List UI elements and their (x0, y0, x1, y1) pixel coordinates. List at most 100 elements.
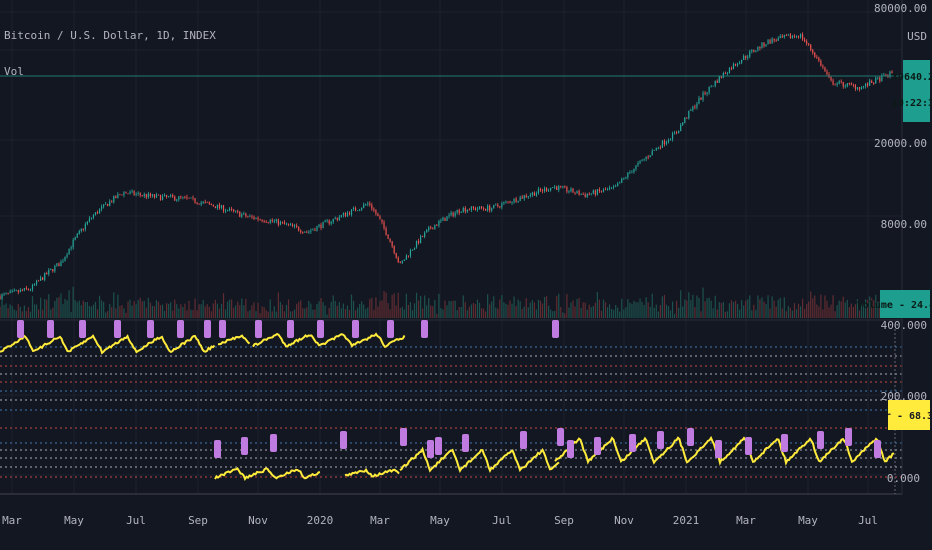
price-candle-body (415, 240, 418, 248)
price-candle-body (300, 230, 302, 233)
price-candle-body (604, 189, 607, 191)
volume-bar (470, 304, 472, 318)
volume-bar (775, 306, 777, 318)
price-candle-body (251, 215, 253, 217)
lpr-badge-value: Lpr - 68.300 (873, 411, 932, 422)
price-candle-body (610, 187, 613, 189)
volume-bar (586, 309, 588, 318)
price-tick-8000: 8000.00 (881, 218, 927, 231)
volume-bar (810, 291, 812, 318)
price-candle-body (537, 188, 540, 193)
volume-bar (797, 303, 800, 318)
volume-bar (710, 300, 712, 318)
volume-bar (468, 306, 470, 318)
volume-bar (726, 311, 729, 318)
price-candle-body (94, 212, 97, 215)
volume-bar (596, 292, 598, 318)
price-candle-body (627, 172, 629, 178)
price-candle-body (361, 207, 363, 210)
volume-bar (771, 296, 773, 318)
price-candle-body (452, 212, 454, 217)
volume-bar (826, 300, 828, 318)
price-candle-body (432, 228, 434, 230)
price-candle-body (82, 228, 84, 230)
volume-bar (745, 300, 747, 318)
volume-bar (643, 304, 645, 318)
price-candle-body (684, 117, 686, 123)
price-candle-body (206, 201, 208, 203)
price-candle-body (671, 132, 674, 140)
price-candle-body (812, 49, 814, 53)
price-candle-body (233, 209, 235, 211)
price-candle-body (765, 44, 767, 47)
time-axis-label: Sep (188, 514, 208, 527)
price-candle-body (686, 117, 688, 119)
volume-bar (255, 311, 257, 318)
volume-bar (578, 297, 580, 318)
volume-bar (604, 302, 607, 318)
price-candle-body (584, 194, 586, 197)
price-candle-body (80, 228, 82, 231)
volume-bar (33, 304, 36, 318)
volume-bar (840, 301, 842, 318)
volume-bar (306, 307, 308, 318)
volume-bar (417, 300, 420, 318)
price-candle-body (163, 194, 166, 197)
volume-bar (17, 303, 19, 318)
volume-bar (279, 301, 282, 318)
price-candle-body (420, 236, 422, 244)
volume-bar (52, 307, 54, 318)
price-candle-body (846, 83, 848, 87)
volume-indicator-label[interactable]: Vol (4, 65, 24, 78)
price-candle-body (161, 196, 164, 200)
volume-bar (35, 304, 38, 318)
price-badge-countdown: 10:22:39 (892, 98, 932, 109)
price-candle-body (720, 76, 722, 78)
volume-bar (761, 297, 763, 318)
volume-bar (166, 303, 168, 318)
price-badge (903, 60, 930, 122)
volume-bar (422, 308, 424, 318)
volume-bar (346, 305, 349, 318)
volume-bar (50, 309, 52, 318)
volume-bar (676, 300, 678, 318)
price-candle-body (704, 92, 706, 94)
volume-bar (76, 302, 78, 318)
volume-bar (153, 306, 156, 318)
volume-bar (74, 300, 76, 318)
volume-bar (730, 300, 733, 318)
price-candle-body (789, 34, 792, 39)
price-candle-body (190, 197, 192, 199)
price-tick-80000: 80000.00 (874, 2, 927, 15)
price-candle-body (267, 222, 269, 224)
volume-bar (157, 301, 160, 318)
volume-bar (485, 311, 487, 318)
volume-bar (111, 307, 113, 318)
volume-bar (436, 313, 438, 318)
volume-bar (808, 301, 810, 318)
price-candle-body (157, 194, 160, 196)
volume-bar (864, 299, 867, 318)
price-candle-body (117, 194, 119, 199)
volume-bar (535, 309, 538, 318)
price-candle-body (357, 210, 359, 212)
time-axis-label: Jul (126, 514, 146, 527)
price-candle-body (466, 209, 468, 212)
volume-bar (54, 300, 56, 318)
volume-bar (509, 300, 511, 318)
price-candle-body (485, 208, 487, 211)
volume-bar (458, 307, 460, 318)
price-candle-body (308, 231, 310, 233)
volume-bar (369, 298, 371, 318)
price-candle-body (732, 63, 735, 69)
price-candle-body (3, 293, 5, 295)
time-axis-label: Nov (614, 514, 634, 527)
volume-bar (714, 295, 716, 318)
oscillator-marker (147, 320, 154, 338)
volume-bar (869, 296, 871, 318)
price-candle-body (320, 224, 322, 229)
volume-bar (682, 306, 684, 318)
price-candle-body (444, 217, 446, 222)
